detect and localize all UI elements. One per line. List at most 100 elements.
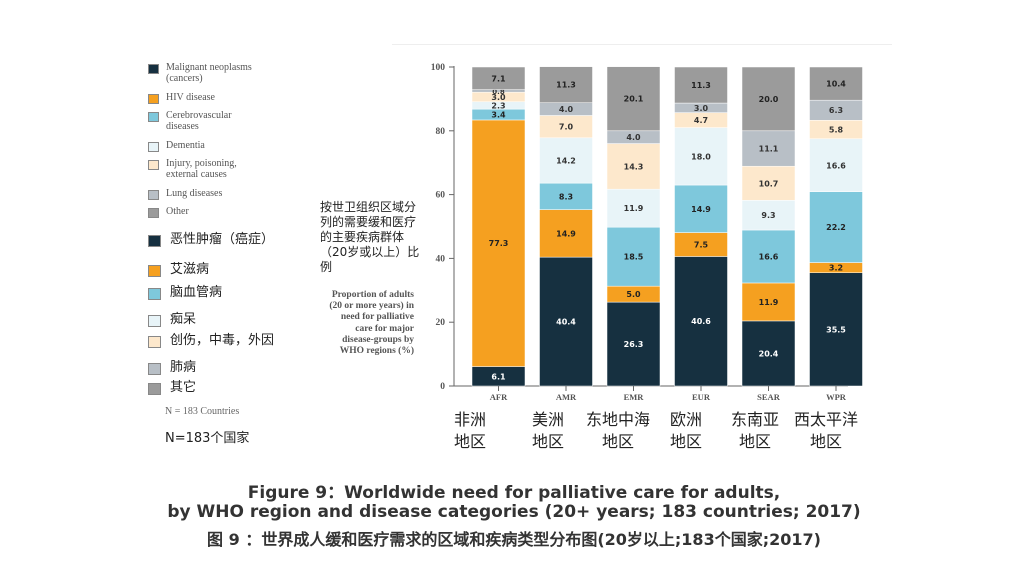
y-tick-label: 100 <box>431 63 446 73</box>
data-label: 7.0 <box>559 123 574 132</box>
data-label: 26.3 <box>624 340 644 349</box>
bar-segment <box>539 256 593 387</box>
data-label: 10.7 <box>759 179 779 188</box>
legend-swatch <box>148 315 161 327</box>
data-label: 20.4 <box>759 349 779 358</box>
legend-swatch <box>148 64 159 74</box>
bar-segment <box>741 282 796 322</box>
legend-swatch <box>148 383 161 395</box>
legend-label: Cerebrovascular diseases <box>166 110 232 132</box>
country-count-label: N = 183 Countries <box>165 406 240 417</box>
data-label: 0.8 <box>492 88 505 96</box>
legend-item: Cerebrovascular diseases <box>148 110 308 132</box>
x-tick-label: WPR <box>826 392 847 402</box>
data-label: 7.5 <box>694 241 709 250</box>
data-label: 16.6 <box>759 252 779 261</box>
data-label: 11.1 <box>759 145 779 154</box>
data-label: 40.6 <box>691 317 711 326</box>
bar-segment <box>741 200 796 231</box>
data-label: 16.6 <box>826 161 846 170</box>
data-label: 77.3 <box>489 239 509 248</box>
legend-label-zh: 痴呆 <box>170 312 197 327</box>
figure-caption-line2: by WHO region and disease categories (20… <box>167 502 861 522</box>
bar-segment <box>471 66 526 90</box>
legend-item-zh: 肺病 <box>148 358 318 381</box>
data-label: 3.0 <box>491 93 506 102</box>
data-label: 4.0 <box>559 105 574 114</box>
legend-label-zh: 恶性肿瘤（癌症） <box>170 232 275 247</box>
legend-item: HIV disease <box>148 92 308 110</box>
x-tick-label: EMR <box>624 392 645 402</box>
legend-swatch <box>148 190 159 200</box>
bar-segment <box>606 143 661 190</box>
y-axis-label: Proportion of adults (20 or more years) … <box>329 290 414 357</box>
data-label: 11.3 <box>691 81 711 90</box>
data-label: 14.2 <box>556 156 576 165</box>
data-label: 35.5 <box>826 325 846 334</box>
x-tick-label: AMR <box>556 392 577 402</box>
y-tick-label: 60 <box>436 191 446 201</box>
legend-item-zh: 创伤，中毒，外因 <box>148 331 318 354</box>
bar-segment <box>606 188 661 228</box>
bar-segment <box>606 226 661 287</box>
country-count-label-zh: N=183个国家 <box>165 431 250 446</box>
data-label: 9.3 <box>761 211 775 220</box>
top-rule <box>392 44 892 45</box>
y-axis-label-zh: 按世卫组织区域分列的需要缓和医疗的主要疾病群体（20岁或以上）比例 <box>320 200 420 274</box>
legend-swatch <box>148 112 159 122</box>
bar-segment <box>539 66 593 103</box>
data-label: 5.8 <box>829 126 844 135</box>
legend-item-zh: 其它 <box>148 378 318 401</box>
figure-caption-line1: Figure 9：Worldwide need for palliative c… <box>247 483 781 503</box>
legend-label: Lung diseases <box>166 188 223 199</box>
data-label: 20.0 <box>759 95 779 104</box>
bar-segment <box>471 119 526 367</box>
legend-item: Other <box>148 206 308 224</box>
legend-swatch <box>148 363 161 375</box>
legend-swatch <box>148 160 159 170</box>
data-label: 18.0 <box>691 152 711 161</box>
region-label-zh: 非洲 地区 <box>453 410 486 451</box>
x-tick-label: EUR <box>692 392 711 402</box>
data-label: 4.0 <box>626 133 641 142</box>
bar-segment <box>674 66 728 104</box>
data-label: 7.1 <box>491 74 506 83</box>
legend-label-zh: 肺病 <box>170 360 197 375</box>
bar-segment <box>674 184 728 233</box>
legend-label: Dementia <box>166 140 205 151</box>
data-label: 14.9 <box>556 229 576 238</box>
legend-label: Malignant neoplasms (cancers) <box>166 62 252 84</box>
bar-segment <box>741 229 796 284</box>
region-label-zh: 东南亚 地区 <box>730 410 779 451</box>
data-label: 3.0 <box>694 104 709 113</box>
data-label: 6.1 <box>491 372 506 381</box>
bar-segment <box>741 66 796 132</box>
legend-item-zh: 痴呆 <box>148 310 318 333</box>
data-label: 22.2 <box>826 223 846 232</box>
region-label-zh: 美洲 地区 <box>531 410 564 451</box>
bar-segment <box>809 138 863 192</box>
legend-swatch <box>148 94 159 104</box>
legend-label-zh: 创伤，中毒，外因 <box>170 333 275 348</box>
legend-item: Malignant neoplasms (cancers) <box>148 62 308 84</box>
y-tick-label: 20 <box>436 318 446 328</box>
data-label: 20.1 <box>624 95 644 104</box>
legend-item-zh: 恶性肿瘤（癌症） <box>148 230 318 253</box>
bar-segment <box>539 209 593 258</box>
legend-swatch <box>148 142 159 152</box>
bar-segment <box>606 301 661 387</box>
legend-label-zh: 脑血管病 <box>170 285 223 300</box>
data-label: 14.3 <box>624 162 644 171</box>
bar-segment <box>741 165 796 201</box>
legend-item-zh: 脑血管病 <box>148 283 318 306</box>
legend-label-zh: 艾滋病 <box>170 262 210 277</box>
data-label: 5.0 <box>626 290 641 299</box>
legend-item: Dementia <box>148 140 308 158</box>
bar-segment <box>674 256 728 387</box>
y-tick-label: 40 <box>436 254 446 264</box>
legend-swatch <box>148 208 159 218</box>
legend-swatch <box>148 336 161 348</box>
legend-label: Injury, poisoning, external causes <box>166 158 237 180</box>
data-label: 8.3 <box>559 192 573 201</box>
region-label-zh: 欧洲 地区 <box>669 410 702 451</box>
